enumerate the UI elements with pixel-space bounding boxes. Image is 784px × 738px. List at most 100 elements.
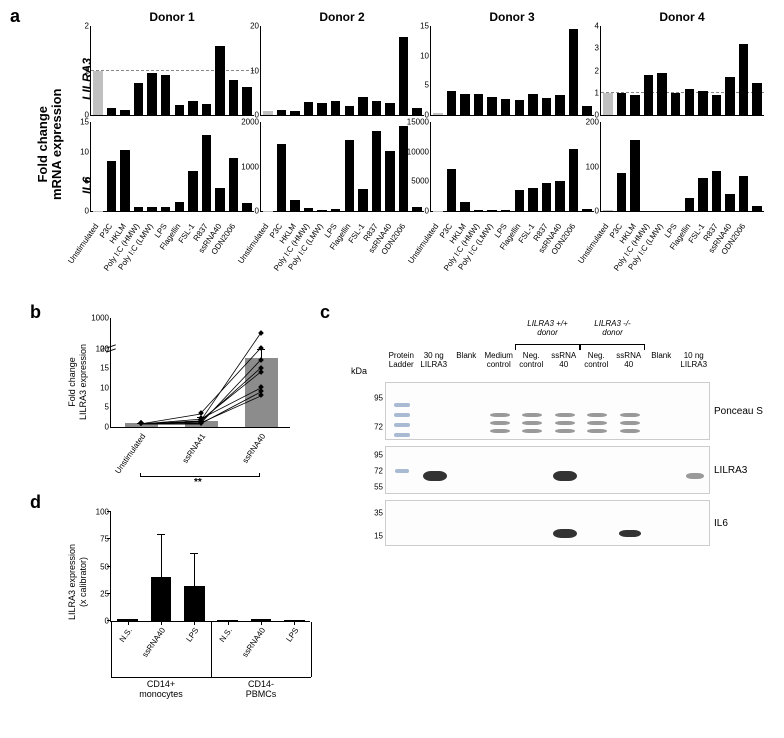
bar <box>412 108 422 115</box>
bar <box>107 161 117 211</box>
lane-label: 10 ng LILRA3 <box>678 352 711 370</box>
row-label: LILRA3 <box>709 465 747 476</box>
ytick: 15 <box>420 22 431 31</box>
band <box>553 529 577 538</box>
bar <box>184 586 205 621</box>
bar <box>229 158 239 211</box>
lane-label: Protein Ladder <box>385 352 418 370</box>
bar <box>331 209 341 211</box>
bar <box>277 144 287 211</box>
band <box>619 530 641 537</box>
bar <box>528 188 538 211</box>
xlabel: N.S. <box>218 626 234 644</box>
bar <box>290 111 300 115</box>
error-bar <box>194 553 195 587</box>
row-label: IL6 <box>709 518 728 529</box>
panel-a-ylabel: Fold change mRNA expression <box>36 89 65 201</box>
bar <box>501 99 511 115</box>
bar <box>175 202 185 211</box>
ytick: 75 <box>100 535 111 544</box>
kda-marker: 95 <box>374 451 386 460</box>
ytick: 10000 <box>407 147 431 156</box>
kda-marker: 72 <box>374 422 386 431</box>
ytick: 10 <box>80 147 91 156</box>
bar <box>555 95 565 115</box>
ytick: 2 <box>595 66 601 75</box>
xlabel: LPS <box>285 626 301 644</box>
donor-3-xlabels: UnstimulatedP3CHKLMPoly I:C (HMW)Poly I:… <box>430 218 594 280</box>
ytick: 0 <box>595 207 601 216</box>
panel-a-label: a <box>10 6 20 27</box>
donor-1-title: Donor 1 <box>90 10 254 24</box>
bar <box>644 75 654 115</box>
panel-c: kDaProtein Ladder30 ng LILRA3BlankMedium… <box>345 310 765 560</box>
bar <box>399 126 409 211</box>
bar <box>617 93 627 115</box>
panel-b-lines <box>110 318 290 428</box>
donor-3-column: Donor 3051015050001000015000Unstimulated… <box>430 10 594 290</box>
bar <box>725 77 735 115</box>
donor-4-title: Donor 4 <box>600 10 764 24</box>
panel-c-label: c <box>320 302 330 323</box>
bar <box>263 111 273 115</box>
band <box>555 413 575 417</box>
bar <box>161 75 171 115</box>
xlabel: ssRNA40 <box>141 626 168 659</box>
reference-line <box>91 70 254 71</box>
bar <box>304 208 314 211</box>
band <box>490 421 510 425</box>
bar <box>134 207 144 211</box>
ytick: 1 <box>595 88 601 97</box>
xlabel: ssRNA41 <box>171 432 207 478</box>
ytick: 4 <box>595 22 601 31</box>
kda-marker: 35 <box>374 508 386 517</box>
bar <box>603 93 613 115</box>
blot-row-il6: 3515IL6 <box>385 500 710 546</box>
ytick: 1000 <box>241 162 261 171</box>
bar <box>752 83 762 115</box>
bar <box>447 169 457 211</box>
band <box>686 473 704 479</box>
xlabel: ssRNA40 <box>231 432 267 478</box>
bar <box>304 102 314 115</box>
bar <box>542 183 552 211</box>
xlabel: ssRNA40 <box>241 626 268 659</box>
kda-marker: 95 <box>374 393 386 402</box>
ytick: 1000 <box>91 314 111 323</box>
bar <box>242 203 252 211</box>
chart-d: 0255075100N.S.ssRNA40LPSN.S.ssRNA40LPSCD… <box>110 512 310 622</box>
donor-2-lilra3-chart: 01020 <box>260 26 424 116</box>
ytick: 5000 <box>411 177 431 186</box>
bar <box>712 171 722 211</box>
ytick: 3 <box>595 44 601 53</box>
panel-a-ylabel-text: Fold change mRNA expression <box>35 89 64 201</box>
donor-4-xlabels: UnstimulatedP3CHKLMPoly I:C (HMW)Poly I:… <box>600 218 764 280</box>
ytick: 10 <box>250 66 261 75</box>
bar <box>630 140 640 211</box>
band <box>620 413 640 417</box>
band <box>587 413 607 417</box>
ytick: 1 <box>85 66 91 75</box>
ytick: 0 <box>255 207 261 216</box>
band <box>394 413 410 417</box>
donor-4-column: Donor 4012340100200UnstimulatedP3CHKLMPo… <box>600 10 764 290</box>
band <box>555 421 575 425</box>
band <box>587 429 607 433</box>
kda-marker: 55 <box>374 483 386 492</box>
bar <box>617 173 627 211</box>
ytick: 0 <box>425 207 431 216</box>
bar <box>698 91 708 115</box>
bar <box>412 207 422 211</box>
bar <box>501 210 511 211</box>
xlabel: Unstimulated <box>66 222 100 265</box>
bar <box>188 171 198 211</box>
panel-a: Donor 1 0 1 2 051015 UnstimulatedP3CHKLMPoly … <box>90 10 770 290</box>
donor-1-il6-chart: 051015 <box>90 122 254 212</box>
bar <box>147 207 157 211</box>
group-bracket <box>580 344 645 350</box>
band <box>555 429 575 433</box>
group-label: CD14- PBMCs <box>211 680 311 700</box>
group-separator <box>211 622 212 677</box>
xlabel: N.S. <box>118 626 134 644</box>
bar <box>151 577 172 621</box>
